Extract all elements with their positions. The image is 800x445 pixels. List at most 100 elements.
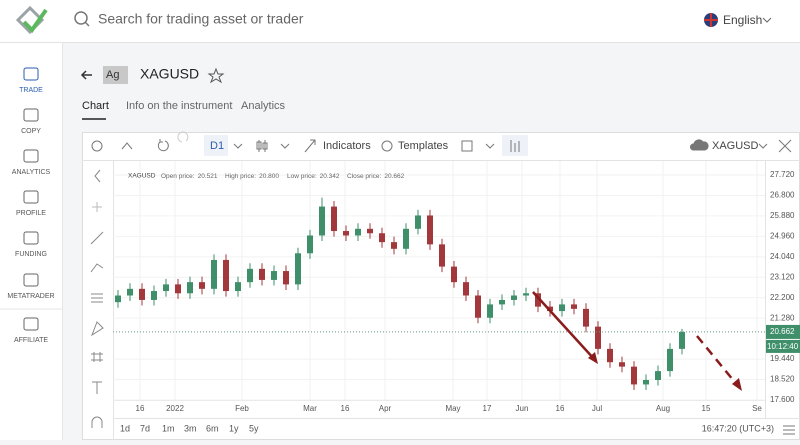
candle-body [331,206,337,232]
instrument-icon [103,66,128,84]
candle-body [175,284,181,294]
range-bar: 1d 7d 1m 3m 6m 1y 5y 16:47:20 (UTC+3) [120,423,774,433]
range-button[interactable]: 1y [229,423,239,433]
x-tick-label: 17 [483,404,492,413]
info-value: 20.800 [259,173,279,180]
candle-body [643,379,649,385]
candle-body [247,268,253,283]
range-button[interactable]: 7d [140,423,150,433]
candle-body [427,215,433,245]
info-label: Close price: [347,173,382,180]
back-button[interactable] [80,70,92,80]
tab[interactable]: Info on the instrument [126,100,232,112]
info-field: High price: 20.800 [225,173,279,180]
y-tick-label: 21.280 [770,313,795,322]
x-tick-label: Jul [592,404,602,413]
y-tick-label: 17.600 [770,395,795,404]
candle-body [595,326,601,349]
language[interactable]: English [723,13,762,27]
nav-icon [23,317,39,331]
nav-label[interactable]: COPY [21,128,41,135]
nav-icon [23,231,39,245]
sidebar-items: TRADE COPY ANALYTICS PROFILE FUNDING METATRAD… [7,67,55,344]
nav-label[interactable]: PROFILE [16,210,46,217]
symbol-select[interactable]: XAGUSD [712,140,759,152]
x-tick-label: May [445,404,460,413]
search-icon[interactable] [74,11,90,27]
candle-body [415,215,421,229]
candle-body [163,284,169,292]
nav-label[interactable]: ANALYTICS [12,169,51,176]
indicators-button[interactable]: Indicators [323,140,371,152]
candle-body [499,299,505,305]
candle-body [259,268,265,280]
candle-body [343,231,349,236]
nav-label[interactable]: TRADE [19,87,43,94]
candle-body [391,242,397,249]
candle-body [583,308,589,327]
nav-icon [23,67,39,81]
nav-label[interactable]: METATRADER [7,293,54,300]
nav-icon [23,273,39,287]
price-tag [766,324,800,339]
clock: 16:47:20 (UTC+3) [702,423,774,433]
range-button[interactable]: 5y [249,423,259,433]
y-tick-label: 22.200 [770,293,795,302]
top-bar [0,0,800,42]
candle-body [619,362,625,367]
candle-body [139,288,145,300]
nav-label[interactable]: FUNDING [15,251,47,258]
info-label: Open price: [161,173,195,180]
settings-icon[interactable] [783,425,795,435]
x-tick-label: 2022 [166,404,184,413]
search-input[interactable]: Search for trading asset or trader [98,11,304,27]
y-tick-label: 25.880 [770,211,795,220]
tab[interactable]: Chart [82,100,109,112]
flag [704,13,718,27]
info-value: 20.342 [320,173,340,180]
info-label: High price: [225,173,256,180]
candle-body [559,304,565,312]
candle-body [367,228,373,234]
price-tag-label: 20.662 [770,327,795,336]
candle-body [487,304,493,318]
range-button[interactable]: 1m [162,423,175,433]
info-value: 20.662 [384,173,404,180]
range-button[interactable]: 1d [120,423,130,433]
templates-button[interactable]: Templates [398,140,449,152]
y-tick-label: 26.800 [770,191,795,200]
info-symbol: XAGUSD [128,173,156,180]
candle-body [271,271,277,280]
timeframe[interactable]: D1 [210,140,224,152]
candle-body [355,228,361,236]
y-tick-label: 19.440 [770,354,795,363]
range-button[interactable]: 6m [206,423,219,433]
instrument-icon-text: Ag [106,69,119,81]
range-button[interactable]: 3m [184,423,197,433]
y-tick-label: 18.520 [770,375,795,384]
candle-body [631,366,637,385]
x-tick-label: 16 [341,404,350,413]
candle-body [679,331,685,349]
nav-icon [23,108,39,122]
y-tick-label: 23.120 [770,272,795,281]
chevron [762,17,772,23]
favorite-star[interactable] [207,67,225,84]
candle-body [523,293,529,296]
x-tick-label: Mar [303,404,317,413]
countdown-tag [766,339,800,353]
annotation-arrows [532,291,742,391]
candle-body [127,288,133,296]
x-tick-label: Aug [656,404,670,413]
info-field: Low price: 20.342 [287,173,340,180]
nav-label[interactable]: AFFILIATE [14,337,48,344]
candle-body [115,295,121,303]
info-field: Close price: 20.662 [347,173,405,180]
candle-body [235,282,241,292]
x-tick-label: 16 [136,404,145,413]
x-tick-label: 15 [702,404,711,413]
x-tick-label: Jun [516,404,529,413]
tab[interactable]: Analytics [241,100,286,112]
y-tick-label: 24.040 [770,252,795,261]
